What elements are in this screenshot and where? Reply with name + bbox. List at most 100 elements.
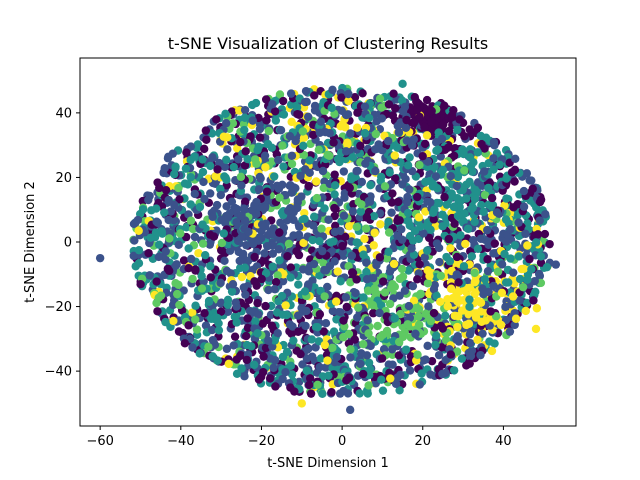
scatter-point xyxy=(510,177,519,186)
scatter-point xyxy=(327,103,336,113)
scatter-point xyxy=(254,185,264,194)
scatter-point xyxy=(458,185,467,195)
scatter-point xyxy=(161,185,171,195)
scatter-point xyxy=(443,302,452,311)
scatter-point xyxy=(285,181,295,190)
scatter-point xyxy=(477,139,486,149)
scatter-point xyxy=(411,329,420,339)
scatter-point xyxy=(352,275,361,284)
scatter-point xyxy=(398,180,407,189)
scatter-point xyxy=(297,399,306,408)
scatter-point xyxy=(551,260,561,269)
scatter-point xyxy=(201,250,210,260)
scatter-point xyxy=(438,210,447,219)
scatter-point xyxy=(454,278,463,287)
scatter-point xyxy=(339,333,348,342)
scatter-point xyxy=(255,124,265,134)
scatter-point xyxy=(201,126,211,135)
scatter-point xyxy=(473,244,483,254)
scatter-point xyxy=(243,314,252,323)
scatter-point xyxy=(356,141,365,150)
scatter-point xyxy=(486,307,495,316)
scatter-point xyxy=(452,252,462,262)
scatter-point xyxy=(395,216,404,225)
scatter-point xyxy=(368,301,378,310)
scatter-point xyxy=(330,170,339,179)
scatter-point xyxy=(377,103,386,112)
scatter-point xyxy=(321,318,331,328)
scatter-point xyxy=(278,96,288,106)
scatter-point xyxy=(201,321,211,330)
scatter-point xyxy=(273,271,282,280)
scatter-point xyxy=(341,110,351,119)
scatter-point xyxy=(198,167,208,177)
scatter-point xyxy=(429,285,439,294)
scatter-point xyxy=(453,193,462,203)
scatter-point xyxy=(166,207,175,216)
points-layer xyxy=(95,79,561,415)
scatter-point xyxy=(197,271,206,281)
scatter-point xyxy=(462,194,471,203)
scatter-point xyxy=(154,240,164,249)
scatter-point xyxy=(270,107,280,116)
scatter-point xyxy=(404,266,413,275)
scatter-point xyxy=(264,285,273,295)
scatter-point xyxy=(294,377,304,387)
scatter-point xyxy=(341,147,351,156)
scatter-point xyxy=(300,287,310,296)
scatter-point xyxy=(398,107,408,116)
scatter-point xyxy=(310,91,319,100)
scatter-point xyxy=(395,291,404,300)
scatter-point xyxy=(293,327,303,336)
scatter-point xyxy=(460,132,469,141)
scatter-point xyxy=(303,345,312,354)
scatter-point xyxy=(444,234,453,244)
scatter-point xyxy=(320,340,330,350)
scatter-point xyxy=(353,303,363,312)
scatter-point xyxy=(376,220,385,229)
scatter-point xyxy=(495,160,504,169)
scatter-point xyxy=(397,225,406,234)
scatter-point xyxy=(130,236,139,245)
scatter-point xyxy=(190,189,200,199)
scatter-point xyxy=(452,181,461,191)
scatter-point xyxy=(252,197,261,207)
scatter-point xyxy=(437,343,446,352)
scatter-point xyxy=(541,210,550,219)
scatter-point xyxy=(284,206,293,215)
y-tick-label: 20 xyxy=(55,171,72,186)
scatter-point xyxy=(346,129,355,138)
scatter-point xyxy=(168,300,178,310)
scatter-point xyxy=(418,151,427,161)
scatter-point xyxy=(545,239,554,249)
scatter-point xyxy=(294,230,304,239)
scatter-point xyxy=(337,93,346,102)
scatter-point xyxy=(279,110,289,119)
scatter-point xyxy=(457,354,467,363)
scatter-point xyxy=(332,297,341,306)
scatter-point xyxy=(353,108,362,117)
scatter-point xyxy=(473,148,482,157)
scatter-point xyxy=(356,207,365,216)
scatter-point xyxy=(350,335,359,344)
scatter-point xyxy=(315,128,325,138)
scatter-point xyxy=(180,179,190,188)
scatter-point xyxy=(420,253,429,262)
scatter-point xyxy=(247,342,256,351)
scatter-point xyxy=(229,341,238,350)
scatter-point xyxy=(306,389,316,398)
scatter-point xyxy=(145,271,154,280)
scatter-point xyxy=(369,241,378,250)
scatter-point xyxy=(236,137,245,147)
scatter-point xyxy=(531,287,540,297)
scatter-point xyxy=(398,170,408,180)
scatter-point xyxy=(144,248,153,258)
scatter-point xyxy=(449,202,459,212)
scatter-point xyxy=(302,306,311,316)
scatter-point xyxy=(480,275,490,284)
scatter-point xyxy=(438,369,447,379)
scatter-point xyxy=(421,355,430,364)
scatter-point xyxy=(211,172,220,181)
scatter-point xyxy=(375,253,385,262)
scatter-point xyxy=(275,90,285,99)
